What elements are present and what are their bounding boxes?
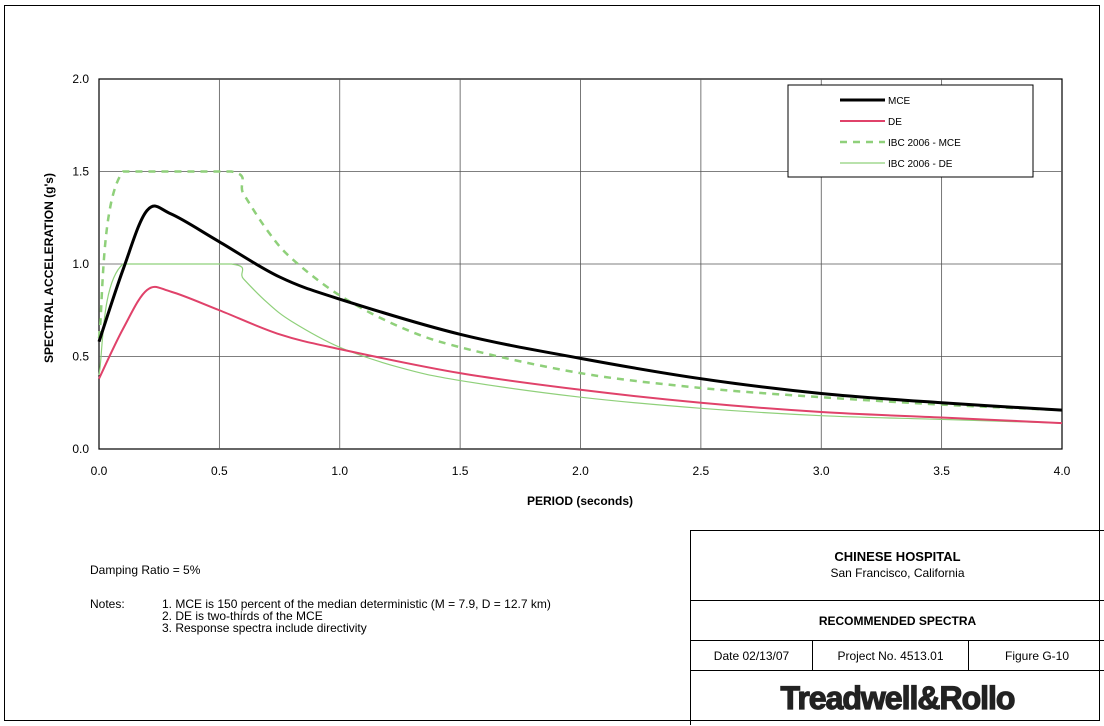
legend-label: DE bbox=[888, 117, 902, 128]
notes-label: Notes: bbox=[90, 597, 125, 611]
notes-list: 1. MCE is 150 percent of the median dete… bbox=[162, 598, 722, 634]
x-tick-label: 0.5 bbox=[211, 464, 228, 478]
x-tick-label: 2.5 bbox=[693, 464, 710, 478]
series-line-ibc-2006-de bbox=[98, 263, 1063, 424]
y-tick-label: 0.5 bbox=[72, 350, 89, 364]
y-tick-label: 1.5 bbox=[72, 165, 89, 179]
response-spectra-chart: 0.0 0.5 1.0 1.5 2.0 2.5 3.0 3.5 4.0 0.0 0.5 1.0 1.5 2… bbox=[42, 72, 1071, 508]
info-row: Date 02/13/07 Project No. 4513.01 Figure… bbox=[691, 641, 1104, 671]
y-tick-label: 0.0 bbox=[72, 442, 89, 456]
figure-number: Figure G-10 bbox=[1004, 649, 1070, 663]
y-tick-label: 2.0 bbox=[72, 72, 89, 86]
x-tick-label: 2.0 bbox=[572, 464, 589, 478]
chart-series bbox=[97, 170, 1063, 425]
chart-ticks: 0.0 0.5 1.0 1.5 2.0 2.5 3.0 3.5 4.0 0.0 0.5 1.0 1.5 2… bbox=[72, 72, 1070, 478]
x-tick-label: 0.0 bbox=[91, 464, 108, 478]
project-number: Project No. 4513.01 bbox=[813, 641, 969, 671]
project-cell: CHINESE HOSPITAL San Francisco, Californ… bbox=[691, 531, 1104, 601]
x-tick-label: 3.5 bbox=[933, 464, 950, 478]
y-axis-label: SPECTRAL ACCELERATION (g's) bbox=[42, 173, 56, 363]
x-tick-label: 3.0 bbox=[813, 464, 830, 478]
note-item: 1. MCE is 150 percent of the median dete… bbox=[162, 597, 551, 611]
series-line-de bbox=[98, 285, 1063, 425]
figure-title: RECOMMENDED SPECTRA bbox=[691, 601, 1104, 641]
page-frame bbox=[4, 5, 1100, 721]
project-name: CHINESE HOSPITAL bbox=[834, 549, 961, 564]
damping-ratio: Damping Ratio = 5% bbox=[90, 563, 201, 577]
legend-label: MCE bbox=[888, 96, 911, 107]
y-tick-label: 1.0 bbox=[72, 257, 89, 271]
series-line-mce bbox=[97, 204, 1063, 412]
project-location: San Francisco, California bbox=[830, 566, 965, 580]
logo-text: Treadwell&Rollo bbox=[780, 679, 1016, 716]
series-line-ibc-2006-mce bbox=[97, 170, 1063, 412]
legend-box bbox=[787, 84, 1034, 178]
legend-label: IBC 2006 - MCE bbox=[888, 138, 961, 149]
note-item: 3. Response spectra include directivity bbox=[162, 621, 367, 635]
chart-legend: MCE DE IBC 2006 - MCE IBC 2006 - DE bbox=[787, 84, 1034, 178]
title-block: CHINESE HOSPITAL San Francisco, Californ… bbox=[690, 530, 1104, 725]
x-tick-label: 1.5 bbox=[452, 464, 469, 478]
date-field: Date 02/13/07 bbox=[691, 641, 813, 671]
x-axis-label: PERIOD (seconds) bbox=[527, 494, 633, 508]
company-logo: Treadwell&Rollo bbox=[691, 671, 1104, 726]
note-item: 2. DE is two-thirds of the MCE bbox=[162, 609, 323, 623]
x-tick-label: 4.0 bbox=[1054, 464, 1071, 478]
legend-label: IBC 2006 - DE bbox=[888, 159, 953, 170]
x-tick-label: 1.0 bbox=[331, 464, 348, 478]
